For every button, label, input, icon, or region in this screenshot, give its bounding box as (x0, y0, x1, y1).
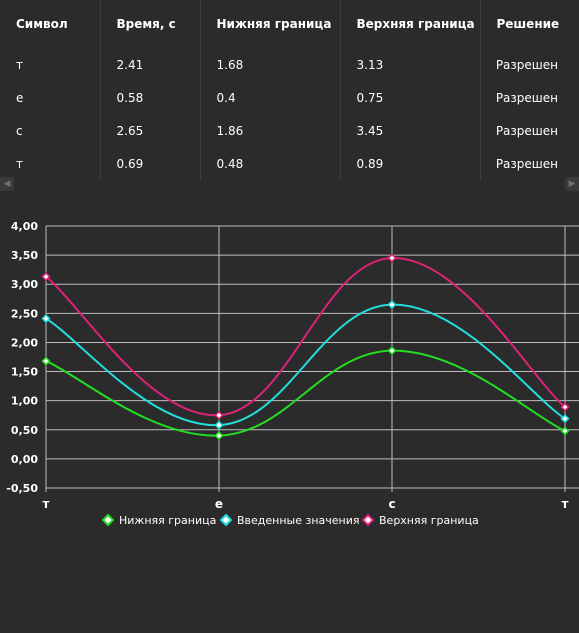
column-header-upper[interactable]: Верхняя граница (339, 0, 480, 48)
y-tick-label: 0,50 (11, 424, 38, 437)
series-line (45, 349, 566, 437)
cell-symbol: с (16, 123, 23, 138)
legend-marker-icon (101, 513, 115, 527)
data-point (214, 420, 224, 430)
cell-time: 2.41 (99, 48, 200, 81)
cell-lower: 1.86 (199, 114, 340, 147)
chart-container: -0,50 0,00 0,50 1,00 1,50 2,00 2,50 3,00 3,50 4,0… (0, 205, 579, 633)
legend-label: Введенные значения (237, 514, 360, 527)
cell-upper: 3.13 (339, 48, 480, 81)
axis-layer: -0,50 0,00 0,50 1,00 1,50 2,00 2,50 3,00 3,50 4,0… (6, 220, 568, 511)
series-line (45, 257, 566, 417)
table-row[interactable]: е 0.58 0.4 0.75 Разрешен (0, 81, 579, 114)
table-header-row: Символ Время, с Нижняя граница Верхняя г… (0, 0, 579, 48)
legend-marker-icon (361, 513, 375, 527)
data-point (41, 356, 51, 366)
column-header-symbol[interactable]: Символ (16, 17, 68, 31)
cell-lower: 0.4 (199, 81, 340, 114)
cell-upper: 0.89 (339, 147, 480, 180)
results-table: Символ Время, с Нижняя граница Верхняя г… (0, 0, 579, 180)
y-tick-label: -0,50 (6, 482, 38, 495)
series-line (45, 303, 566, 427)
cell-decision: Разрешен (479, 81, 579, 114)
data-point (214, 410, 224, 420)
grid-layer (45, 225, 579, 492)
legend-marker-icon (219, 513, 233, 527)
x-tick-label: т (43, 497, 50, 511)
cell-time: 2.65 (99, 114, 200, 147)
data-point (560, 414, 570, 424)
scroll-right-arrow-icon[interactable]: ▶ (565, 177, 579, 191)
y-tick-label: 4,00 (11, 220, 38, 233)
cell-upper: 0.75 (339, 81, 480, 114)
y-tick-label: 1,00 (11, 395, 38, 408)
table-row[interactable]: с 2.65 1.86 3.45 Разрешен (0, 114, 579, 147)
data-point (387, 253, 397, 263)
legend-label: Нижняя граница (119, 514, 216, 527)
chart-legend: Нижняя граница Введенные значения Верхняя … (101, 513, 479, 527)
legend-label: Верхняя граница (379, 514, 479, 527)
cell-decision: Разрешен (479, 48, 579, 81)
x-tick-label: е (215, 497, 223, 511)
data-point (560, 426, 570, 436)
cell-symbol: т (16, 57, 23, 72)
cell-symbol: е (16, 90, 24, 105)
series-layer (41, 253, 570, 441)
line-chart: -0,50 0,00 0,50 1,00 1,50 2,00 2,50 3,00 3,50 4,0… (6, 220, 579, 527)
column-header-lower[interactable]: Нижняя граница (199, 0, 340, 48)
data-point (387, 300, 397, 310)
x-tick-label: с (388, 497, 395, 511)
y-tick-label: 2,00 (11, 336, 38, 349)
y-tick-label: 2,50 (11, 307, 38, 320)
scroll-left-arrow-icon[interactable]: ◀ (0, 177, 14, 191)
cell-time: 0.69 (99, 147, 200, 180)
y-tick-label: 3,50 (11, 249, 38, 262)
table-row[interactable]: т 2.41 1.68 3.13 Разрешен (0, 48, 579, 81)
data-point (560, 402, 570, 412)
cell-upper: 3.45 (339, 114, 480, 147)
cell-lower: 0.48 (199, 147, 340, 180)
cell-lower: 1.68 (199, 48, 340, 81)
results-table-container: Символ Время, с Нижняя граница Верхняя г… (0, 0, 579, 180)
data-point (387, 346, 397, 356)
cell-symbol: т (16, 156, 23, 171)
y-tick-label: 3,00 (11, 278, 38, 291)
data-point (41, 314, 51, 324)
y-tick-label: 1,50 (11, 366, 38, 379)
x-tick-label: т (562, 497, 569, 511)
data-point (214, 431, 224, 441)
cell-time: 0.58 (99, 81, 200, 114)
data-point (41, 272, 51, 282)
column-header-decision[interactable]: Решение (479, 0, 579, 48)
cell-decision: Разрешен (479, 147, 579, 180)
y-tick-label: 0,00 (11, 453, 38, 466)
column-header-time[interactable]: Время, с (99, 0, 200, 48)
table-row[interactable]: т 0.69 0.48 0.89 Разрешен (0, 147, 579, 180)
cell-decision: Разрешен (479, 114, 579, 147)
